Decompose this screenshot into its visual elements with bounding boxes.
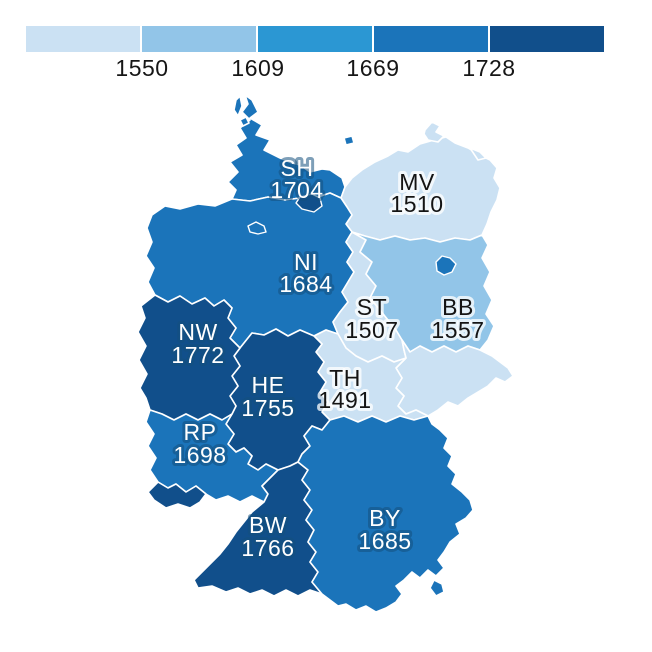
label-ni-code: NI (294, 249, 318, 275)
legend-swatch-3 (258, 26, 372, 52)
label-by-value: 1685 (358, 528, 411, 554)
legend-swatch-5 (490, 26, 604, 52)
island-fehmarn[interactable] (343, 135, 355, 146)
label-nw-code: NW (178, 319, 217, 345)
legend-tick-label: 1550 (115, 55, 169, 81)
label-he-value: 1755 (241, 395, 294, 421)
island-usedom[interactable] (469, 147, 487, 161)
legend-swatch-2 (142, 26, 256, 52)
label-th-value: 1491 (318, 387, 371, 413)
state-be[interactable] (435, 255, 457, 276)
legend-color-bar (26, 26, 604, 52)
label-bw-value: 1766 (241, 535, 294, 561)
state-hh[interactable] (295, 193, 323, 213)
label-bw-code: BW (249, 512, 287, 538)
label-rp-code: RP (184, 419, 217, 445)
label-rp-value: 1698 (173, 442, 226, 468)
state-sl[interactable] (147, 481, 207, 509)
state-nw[interactable] (137, 294, 241, 421)
state-by[interactable] (297, 415, 474, 613)
label-nw-value: 1772 (171, 342, 224, 368)
label-bb-code: BB (442, 294, 474, 320)
state-bb[interactable] (351, 231, 495, 353)
label-bb-value: 1557 (431, 317, 484, 343)
legend-tick-label: 1728 (462, 55, 516, 81)
state-hb[interactable] (247, 221, 267, 235)
label-st-value: 1507 (345, 317, 398, 343)
label-sh-code: SH (281, 155, 314, 181)
legend-tick-label: 1669 (346, 55, 400, 81)
label-sh-value: 1704 (270, 177, 323, 203)
label-mv-code: MV (399, 169, 435, 195)
labels-layer: SH 1704 MV 1510 NI 1684 ST 1507 BB 1557 … (168, 152, 487, 564)
states-layer (137, 94, 514, 613)
label-st-code: ST (357, 294, 387, 320)
island-ruegen[interactable] (423, 121, 445, 143)
island-foehr[interactable] (239, 116, 250, 127)
label-mv-value: 1510 (390, 191, 443, 217)
state-sn[interactable] (395, 339, 514, 417)
legend-tick-label: 1609 (231, 55, 285, 81)
label-by-code: BY (369, 505, 401, 531)
state-by-se-tip[interactable] (429, 579, 445, 597)
legend-swatch-1 (26, 26, 140, 52)
label-th-code: TH (329, 365, 361, 391)
legend-swatch-4 (374, 26, 488, 52)
island-sylt[interactable] (233, 95, 243, 117)
label-he-code: HE (252, 372, 285, 398)
label-ni-value: 1684 (279, 271, 332, 297)
state-rp[interactable] (145, 409, 279, 503)
